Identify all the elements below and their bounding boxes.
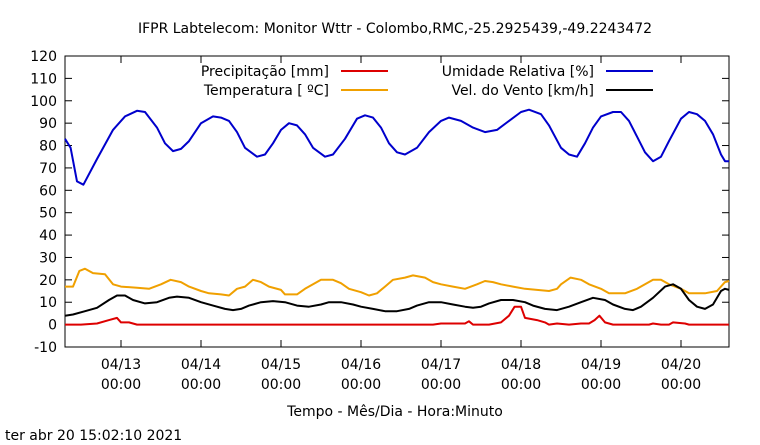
legend-label: Precipitação [mm] [201,64,329,80]
x-tick-time-label: 00:00 [101,377,141,393]
y-tick-label: 90 [39,116,57,132]
y-tick-label: 40 [39,228,57,244]
x-tick-date-label: 04/16 [341,357,381,373]
series-line-2 [65,267,730,297]
plot-frame [64,55,730,348]
legend-label: Vel. do Vento [km/h] [451,83,594,99]
x-tick-date-label: 04/19 [581,357,621,373]
y-tick-label: -10 [34,340,57,356]
x-axis-label: Tempo - Mês/Dia - Hora:Minuto [286,404,503,420]
x-axis: 04/13 00:00 04/14 00:00 04/15 00:00 04/16 00:00… [101,56,701,393]
y-tick-label: 100 [30,94,57,110]
x-tick-time-label: 00:00 [501,377,541,393]
series-line-3 [64,108,729,186]
x-tick-date-label: 04/17 [421,357,461,373]
y-tick-label: 30 [39,250,57,266]
x-tick-time-label: 00:00 [181,377,221,393]
series-line-1 [65,305,729,326]
x-tick-date-label: 04/15 [261,357,301,373]
x-tick-date-label: 04/13 [101,357,141,373]
legend-label: Umidade Relativa [%] [442,64,594,80]
x-tick-time-label: 00:00 [581,377,621,393]
y-tick-label: 20 [39,273,57,289]
y-tick-label: 80 [39,139,57,155]
x-tick-date-label: 04/18 [501,357,541,373]
series-layer [64,108,730,326]
y-tick-label: 110 [30,71,57,87]
y-tick-label: 60 [39,183,57,199]
legend-label: Temperatura [ ºC] [203,83,329,99]
y-tick-label: 120 [30,49,57,65]
x-tick-time-label: 00:00 [421,377,461,393]
y-tick-label: 10 [39,295,57,311]
y-tick-label: 70 [39,161,57,177]
y-tick-label: 50 [39,206,57,222]
x-tick-time-label: 00:00 [661,377,701,393]
y-axis: -10 0 10 20 30 40 50 60 70 80 90 100 110 120 [30,49,729,356]
x-tick-date-label: 04/20 [661,357,701,373]
x-tick-time-label: 00:00 [341,377,381,393]
series-line-4 [64,283,730,317]
x-tick-time-label: 00:00 [261,377,301,393]
legend: Precipitação [mm] Temperatura [ ºC] Umidad… [201,64,653,99]
x-tick-date-label: 04/14 [181,357,221,373]
chart-title: IFPR Labtelecom: Monitor Wttr - Colombo,… [138,21,652,37]
footer-timestamp: ter abr 20 15:02:10 2021 [5,428,182,444]
y-tick-label: 0 [48,318,57,334]
